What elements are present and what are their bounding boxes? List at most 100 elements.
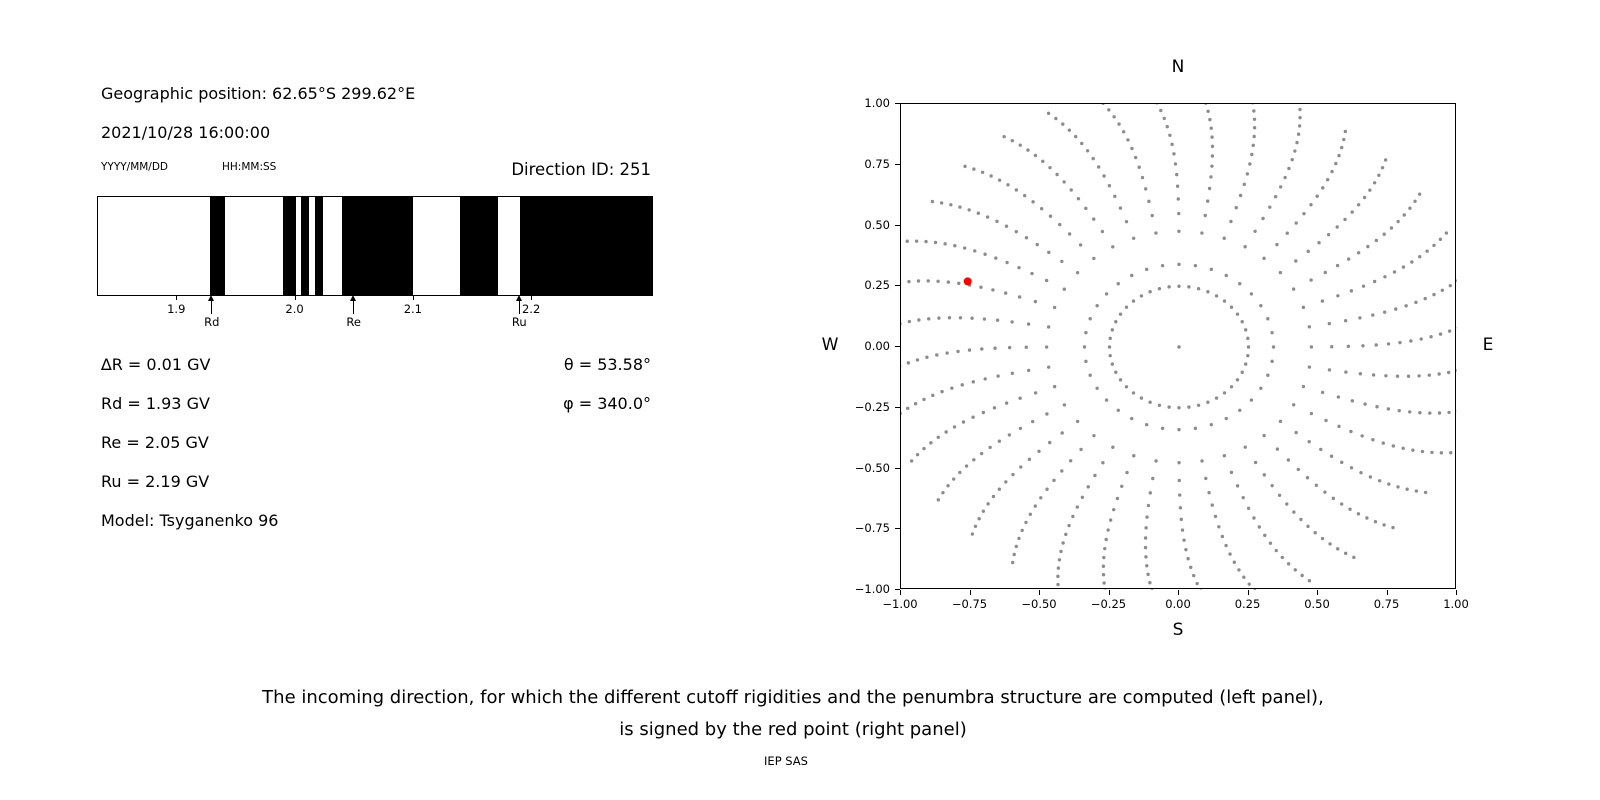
- spoke-dot: [939, 201, 944, 205]
- spoke-dot: [1179, 517, 1183, 522]
- spoke-dot: [1372, 279, 1377, 284]
- spoke-dot: [980, 170, 985, 175]
- spoke-dot: [1262, 473, 1266, 477]
- spoke-dot: [1298, 115, 1302, 120]
- spoke-dot: [1327, 321, 1332, 326]
- spoke-dot: [1306, 249, 1310, 254]
- spoke-dot: [1301, 305, 1306, 310]
- spoke-dot: [997, 178, 1002, 182]
- spoke-dot: [988, 445, 992, 450]
- spoke-dot: [1249, 292, 1254, 296]
- spoke-dot: [1327, 368, 1332, 372]
- spoke-dot: [905, 239, 909, 243]
- spoke-dot: [1154, 459, 1158, 463]
- spoke-dot: [1014, 229, 1018, 234]
- spoke-dot: [1371, 438, 1375, 442]
- ring-dot: [1108, 336, 1112, 341]
- spoke-dot: [1145, 515, 1149, 519]
- spoke-dot: [1389, 226, 1394, 230]
- spoke-dot: [1177, 427, 1181, 432]
- spoke-dot: [1145, 564, 1149, 568]
- spoke-dot: [1033, 299, 1038, 304]
- spoke-dot: [1210, 135, 1214, 139]
- spoke-dot: [1296, 132, 1301, 136]
- spoke-dot: [1208, 117, 1212, 122]
- spoke-dot: [901, 322, 902, 325]
- spoke-dot: [1154, 231, 1158, 235]
- spoke-dot: [1184, 547, 1188, 552]
- spoke-dot: [907, 319, 912, 324]
- ring-dot: [1196, 287, 1201, 291]
- spoke-dot: [1414, 300, 1418, 305]
- spoke-dot: [1028, 512, 1033, 517]
- spoke-dot: [972, 167, 976, 171]
- spoke-dot: [1277, 493, 1282, 497]
- spoke-dot: [1352, 555, 1356, 560]
- x-axis-tick-label: 0.75: [1373, 597, 1400, 611]
- spoke-dot: [1430, 450, 1434, 455]
- ring-dot: [1167, 405, 1171, 409]
- spoke-dot: [1084, 359, 1088, 364]
- spoke-dot: [936, 279, 940, 283]
- spoke-dot: [1402, 213, 1406, 217]
- spoke-dot: [1104, 537, 1108, 542]
- spoke-dot: [1266, 373, 1270, 377]
- spoke-dot: [1232, 560, 1237, 564]
- spoke-dot: [1348, 507, 1352, 511]
- spoke-dot: [1294, 430, 1298, 435]
- rigidity-axis-tick-label: 2.0: [285, 302, 304, 316]
- spoke-dot: [1313, 530, 1317, 535]
- ring-dot: [1229, 305, 1234, 309]
- ring-dot: [1124, 305, 1129, 309]
- up-arrow-icon: [350, 295, 357, 314]
- spoke-dot: [1209, 175, 1213, 179]
- x-axis-tick-label: −0.75: [951, 597, 988, 611]
- spoke-dot: [1396, 485, 1400, 489]
- spoke-dot: [1144, 555, 1148, 559]
- spoke-dot: [1387, 482, 1391, 486]
- spoke-dot: [1275, 447, 1280, 451]
- spoke-dot: [950, 386, 954, 390]
- spoke-dot: [1423, 490, 1428, 495]
- spoke-dot: [1056, 566, 1061, 570]
- spoke-dot: [1088, 373, 1092, 377]
- x-axis-tick: [1178, 590, 1179, 595]
- spoke-dot: [1213, 514, 1218, 519]
- spoke-dot: [961, 420, 966, 424]
- spoke-dot: [1250, 152, 1254, 157]
- spoke-dot: [1102, 581, 1106, 585]
- spoke-dot: [957, 281, 961, 286]
- figure-caption-line2: is signed by the red point (right panel): [619, 719, 967, 740]
- spoke-dot: [944, 430, 948, 434]
- spoke-dot: [1344, 370, 1348, 374]
- spoke-dot: [1438, 237, 1443, 242]
- spoke-dot: [1380, 165, 1385, 170]
- center-dot: [1177, 345, 1181, 349]
- spoke-dot: [977, 517, 981, 521]
- ring-dot: [1243, 362, 1248, 366]
- geographic-position-text: Geographic position: 62.65°S 299.62°E: [101, 84, 416, 103]
- spoke-dot: [1071, 514, 1075, 519]
- spoke-dot: [1401, 265, 1406, 269]
- spoke-dot: [1330, 169, 1334, 174]
- spoke-dot: [1414, 489, 1419, 493]
- ring-dot: [1177, 406, 1181, 410]
- spoke-dot: [1132, 454, 1136, 458]
- spoke-dot: [1039, 207, 1044, 211]
- spoke-dot: [1279, 185, 1283, 189]
- spoke-dot: [1130, 416, 1134, 421]
- spoke-dot: [1121, 130, 1126, 134]
- spoke-dot: [1335, 263, 1340, 268]
- spoke-dot: [1146, 572, 1150, 577]
- spoke-dot: [941, 490, 945, 495]
- spoke-dot: [1320, 299, 1325, 303]
- spoke-dot: [958, 205, 962, 209]
- spoke-dot: [1027, 457, 1032, 462]
- spoke-dot: [1358, 316, 1362, 320]
- spoke-dot: [1300, 573, 1304, 578]
- ring-dot: [1157, 403, 1162, 407]
- ring-dot: [1118, 378, 1123, 382]
- spoke-dot: [1437, 372, 1441, 376]
- spoke-dot: [1257, 525, 1262, 529]
- spoke-dot: [1246, 506, 1251, 510]
